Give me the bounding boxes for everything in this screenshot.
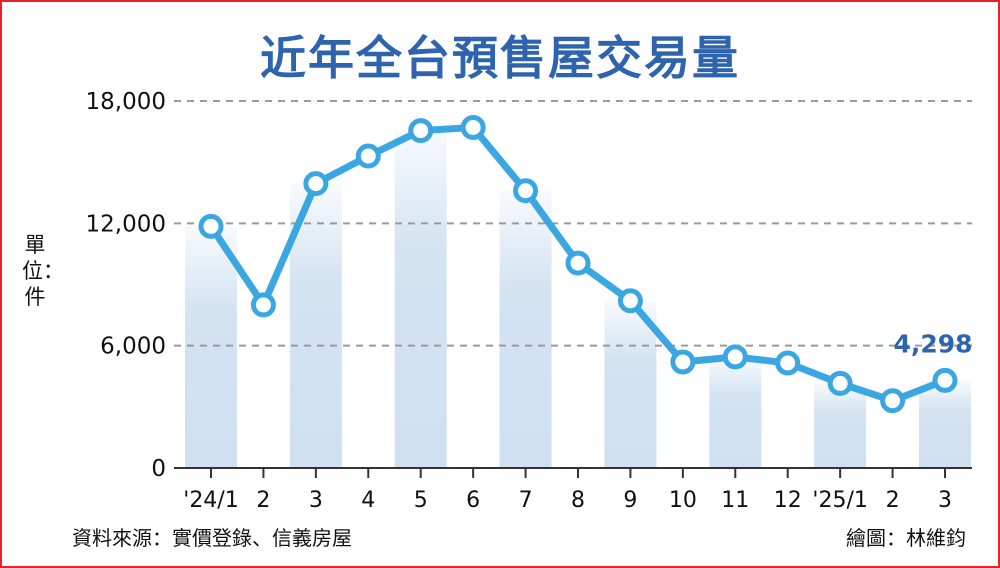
data-label: 4,298 <box>893 329 972 358</box>
background-bar <box>394 130 447 468</box>
y-tick-label: 12,000 <box>86 211 166 237</box>
x-tick-label: 2 <box>886 488 900 513</box>
data-point <box>880 388 906 414</box>
x-tick-label: 11 <box>721 488 749 513</box>
y-tick-label: 0 <box>151 456 166 482</box>
data-point <box>617 288 643 314</box>
annotations: 4,298 <box>893 329 972 358</box>
source-note: 資料來源：實價登錄、信義房屋 <box>72 526 352 550</box>
x-axis <box>174 467 972 478</box>
x-tick-label: 9 <box>623 488 637 513</box>
y-tick-label: 6,000 <box>100 334 166 360</box>
x-tick-label: 6 <box>466 488 480 513</box>
data-point <box>355 143 381 169</box>
grid-lines <box>174 100 972 347</box>
y-tick-labels: 0 6,000 12,000 18,000 <box>86 89 166 482</box>
data-point <box>565 250 591 276</box>
series-points <box>198 115 958 414</box>
data-point <box>198 213 224 239</box>
data-point <box>408 118 434 144</box>
x-tick-label: 8 <box>571 488 585 513</box>
data-point <box>932 367 958 393</box>
x-tick-label: 7 <box>519 488 533 513</box>
data-point <box>303 171 329 197</box>
x-tick-label: 10 <box>669 488 697 513</box>
data-point <box>513 178 539 204</box>
data-point <box>722 344 748 370</box>
credit-note: 繪圖：林維鈞 <box>846 526 966 550</box>
data-point <box>775 350 801 376</box>
background-bar <box>499 190 552 468</box>
chart-title: 近年全台預售屋交易量 <box>260 31 740 85</box>
x-tick-label: '25/1 <box>812 488 867 513</box>
x-tick-label: 3 <box>938 488 952 513</box>
y-tick-label: 18,000 <box>86 89 166 115</box>
data-point <box>460 115 486 141</box>
background-bar <box>814 383 867 468</box>
x-tick-label: 3 <box>309 488 323 513</box>
background-bar <box>709 356 762 468</box>
data-point <box>250 292 276 318</box>
background-bar <box>604 300 657 468</box>
x-tick-label: '24/1 <box>183 488 238 513</box>
background-bar <box>919 380 971 468</box>
x-tick-label: 5 <box>414 488 428 513</box>
background-bars <box>185 130 971 468</box>
x-tick-label: 12 <box>774 488 802 513</box>
x-tick-label: 4 <box>361 488 375 513</box>
data-point <box>670 349 696 375</box>
x-tick-labels: '24/1 2 3 4 5 6 7 8 9 10 11 12 '25/1 2 3 <box>183 488 952 513</box>
data-point <box>827 370 853 396</box>
x-tick-label: 2 <box>256 488 270 513</box>
background-bar <box>185 226 237 468</box>
